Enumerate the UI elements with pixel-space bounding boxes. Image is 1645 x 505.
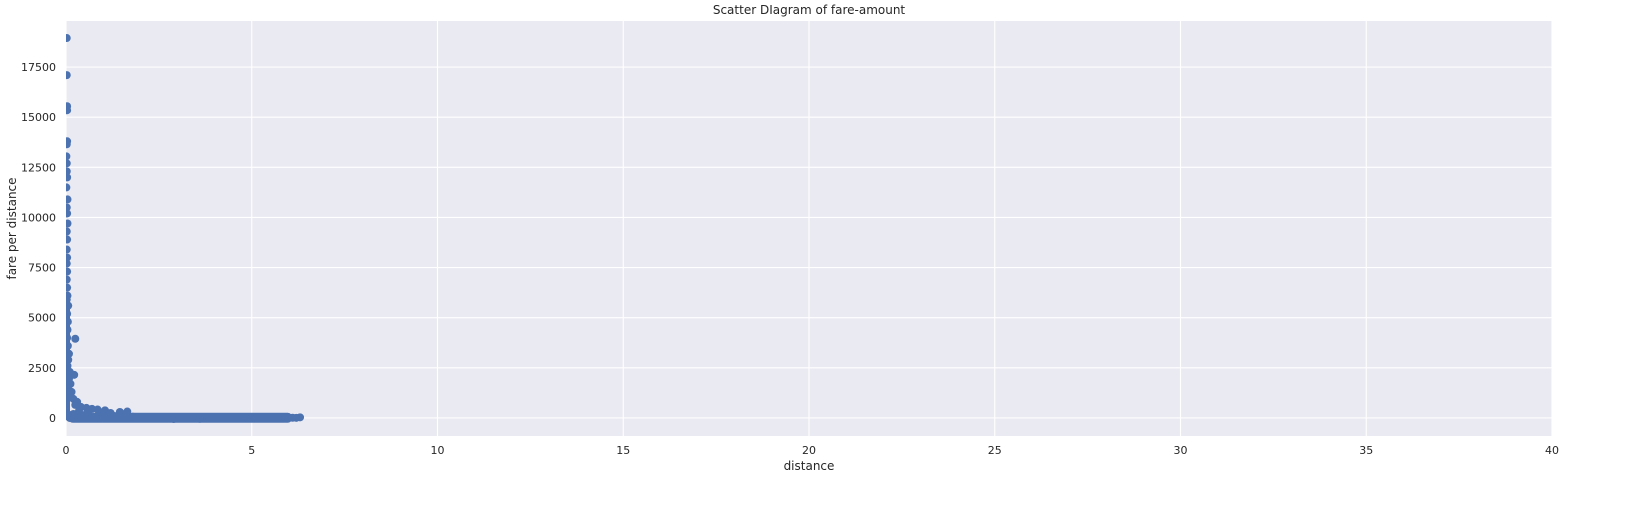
data-point xyxy=(158,413,167,422)
y-tick-label: 7500 xyxy=(28,262,56,275)
data-point xyxy=(66,71,71,80)
points-group xyxy=(66,34,305,423)
x-tick-label: 30 xyxy=(1174,444,1188,457)
data-point xyxy=(143,413,152,422)
y-axis-label: fare per distance xyxy=(5,177,19,279)
data-point xyxy=(218,413,227,422)
y-tick-label: 5000 xyxy=(28,312,56,325)
data-point xyxy=(91,413,100,422)
data-point xyxy=(244,414,253,423)
x-tick-label: 15 xyxy=(616,444,630,457)
x-tick-label: 0 xyxy=(63,444,70,457)
data-point xyxy=(99,411,108,420)
y-tick-label: 15000 xyxy=(21,111,56,124)
data-point xyxy=(123,407,132,416)
y-tick-label: 2500 xyxy=(28,362,56,375)
data-point xyxy=(169,414,178,423)
data-point xyxy=(115,407,124,416)
chart-title: Scatter DIagram of fare-amount xyxy=(713,3,906,17)
data-point xyxy=(66,159,71,168)
data-point xyxy=(273,413,282,422)
data-point xyxy=(66,325,72,334)
y-tick-label: 12500 xyxy=(21,161,56,174)
data-point xyxy=(66,283,72,292)
data-point xyxy=(66,209,72,218)
x-tick-label: 25 xyxy=(988,444,1002,457)
data-point xyxy=(66,235,72,244)
data-point xyxy=(66,355,73,364)
x-tick-label: 5 xyxy=(248,444,255,457)
data-point xyxy=(281,413,290,422)
data-point xyxy=(110,411,119,420)
data-point xyxy=(66,309,72,318)
data-point xyxy=(66,140,71,149)
data-point xyxy=(66,361,72,370)
data-point xyxy=(66,349,73,358)
data-point xyxy=(66,259,71,268)
data-point xyxy=(66,34,71,43)
x-tick-label: 20 xyxy=(802,444,816,457)
x-tick-label: 10 xyxy=(431,444,445,457)
data-point xyxy=(195,414,204,423)
data-point xyxy=(66,219,72,228)
y-tick-label: 10000 xyxy=(21,211,56,224)
data-point xyxy=(66,317,72,326)
data-point xyxy=(66,245,71,254)
data-point xyxy=(66,227,71,236)
data-point xyxy=(132,414,141,423)
data-point xyxy=(266,414,275,423)
data-point xyxy=(66,106,72,115)
data-point xyxy=(66,253,72,262)
x-axis-label: distance xyxy=(784,459,835,473)
data-point xyxy=(66,267,72,276)
data-point xyxy=(66,195,72,204)
data-point xyxy=(66,341,72,350)
x-tick-label: 35 xyxy=(1359,444,1373,457)
data-point xyxy=(66,295,71,304)
data-point xyxy=(203,413,212,422)
data-point xyxy=(66,152,71,161)
data-point xyxy=(66,173,72,182)
data-point xyxy=(66,203,71,212)
data-point xyxy=(66,275,71,284)
data-point xyxy=(66,301,73,310)
data-point xyxy=(66,411,71,420)
y-tick-label: 17500 xyxy=(21,61,56,74)
data-point xyxy=(292,413,301,422)
data-point xyxy=(232,413,241,422)
y-tick-label: 0 xyxy=(49,412,56,425)
data-point xyxy=(80,410,89,419)
x-tick-label: 40 xyxy=(1545,444,1559,457)
data-point xyxy=(188,413,197,422)
data-point xyxy=(66,183,71,192)
data-point xyxy=(66,167,71,176)
data-point xyxy=(71,334,80,343)
data-point xyxy=(66,333,72,342)
